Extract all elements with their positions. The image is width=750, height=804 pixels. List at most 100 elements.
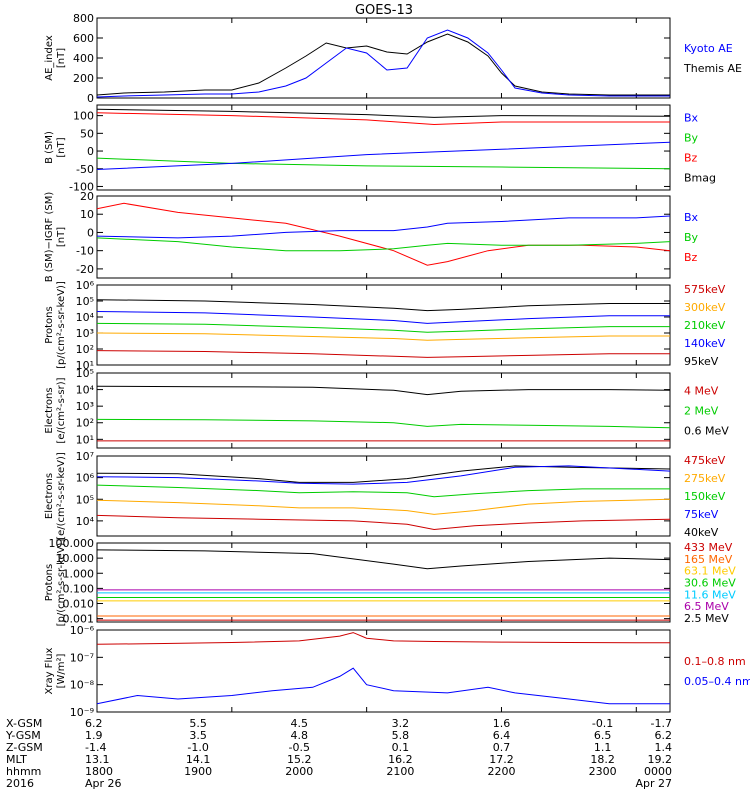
y-tick-label: 10¹	[76, 359, 94, 372]
series-line-300kev	[96, 332, 670, 341]
time-axis-value: 0.7	[493, 741, 511, 754]
time-axis-value: 5.8	[392, 729, 410, 742]
legend-entry: Bx	[684, 211, 699, 224]
y-tick-label: 10⁴	[76, 515, 95, 528]
y-tick-label: 600	[73, 32, 94, 45]
time-axis-value: 1.6	[493, 717, 511, 730]
y-tick-label: 10⁴	[76, 384, 95, 397]
time-axis-value: 2100	[386, 765, 414, 778]
time-axis-value: 6.4	[493, 729, 511, 742]
legend-entry: 75keV	[684, 508, 719, 521]
time-axis-value: Apr 27	[635, 777, 672, 790]
panel-frame	[96, 372, 671, 449]
y-axis-label: [nT]	[56, 227, 67, 247]
time-axis-value: 14.1	[186, 753, 211, 766]
time-axis-value: 2300	[589, 765, 617, 778]
legend-entry: 575keV	[684, 283, 726, 296]
series-line-575kev	[96, 350, 670, 358]
series-line-140kev	[96, 311, 670, 324]
time-axis-value: 1.1	[594, 741, 612, 754]
panel-3: -20 -10 0 10 20 B (SM)−IGRF (SM) [nT] Bx By Bz	[44, 190, 699, 282]
y-tick-label: -20	[76, 263, 94, 276]
y-axis-label: [e/(cm²-s-sr)]	[56, 377, 67, 443]
y-tick-label: 400	[73, 52, 94, 65]
time-axis-value: 6.2	[85, 717, 103, 730]
y-tick-label: 0	[87, 226, 94, 239]
panel-frame	[96, 17, 671, 99]
y-tick-label: 10⁻⁶	[70, 624, 95, 637]
panel-frame	[96, 195, 671, 279]
y-tick-label: 10³	[76, 400, 94, 413]
y-axis-label: B (SM)	[44, 131, 55, 164]
legend-entry: Bz	[684, 152, 698, 165]
plot-title: GOES-13	[355, 3, 413, 18]
legend-entry: Bmag	[684, 172, 716, 185]
legend-entry: 2 MeV	[684, 405, 719, 418]
y-axis-label: [p/(cm²-s-sr-keV)]	[56, 539, 67, 627]
time-axis-value: 4.8	[290, 729, 308, 742]
time-axis-value: 0.1	[392, 741, 410, 754]
y-axis-label: Protons	[44, 564, 55, 601]
legend-entry: 40keV	[684, 526, 719, 539]
time-axis-value: 17.2	[489, 753, 514, 766]
y-tick-label: 0.001	[63, 613, 95, 626]
y-tick-label: 10⁻⁸	[70, 679, 95, 692]
y-tick-label: 10⁵	[76, 295, 94, 308]
y-axis-label: Xray Flux	[44, 647, 55, 694]
y-axis-label: B (SM)−IGRF (SM)	[44, 192, 55, 283]
y-tick-label: 0.100	[63, 582, 95, 595]
time-axis-value: 3.2	[392, 717, 410, 730]
y-axis-label: [nT]	[56, 48, 67, 68]
legend-entry: Kyoto AE	[684, 42, 733, 55]
series-line-2-mev	[96, 418, 671, 429]
panel-frame	[96, 455, 671, 537]
series-line-bz	[96, 112, 670, 126]
time-axis-row-label: Z-GSM	[6, 741, 43, 754]
series-line-bz	[96, 202, 671, 266]
time-axis-value: -1.7	[651, 717, 672, 730]
panel-2: -100 -50 0 50 100 B (SM) [nT] Bx By Bz Bmag	[44, 104, 716, 193]
panel-8: 10⁻⁹ 10⁻⁸ 10⁻⁷ 10⁻⁶ Xray Flux [W/m²] 0.1–0.8 n…	[44, 624, 750, 719]
time-axis-value: 1900	[184, 765, 212, 778]
time-axis-value: 1800	[85, 765, 113, 778]
series-line-0-6-mev	[96, 385, 671, 396]
time-axis-value: -0.1	[592, 717, 613, 730]
y-tick-label: -50	[76, 163, 94, 176]
y-tick-label: 50	[80, 127, 94, 140]
legend-entry: 11.6 MeV	[684, 588, 736, 601]
time-axis-value: 4.5	[290, 717, 308, 730]
legend-entry: 150keV	[684, 490, 726, 503]
series-line-bx	[96, 215, 671, 239]
panel-frame	[96, 542, 671, 623]
legend-entry: Bz	[684, 251, 698, 264]
y-tick-label: 10⁵	[76, 493, 94, 506]
y-axis-label: [p/(cm²-s-sr-keV)]	[56, 281, 67, 369]
y-tick-label: 10¹	[76, 433, 94, 446]
y-axis-label: Protons	[44, 306, 55, 343]
series-line-475kev	[96, 514, 671, 531]
time-axis-row-label: hhmm	[6, 765, 41, 778]
series-line-bmag	[96, 108, 671, 118]
legend-entry: 433 MeV	[684, 541, 733, 554]
panel-1: 0 200 400 600 800 AE_index [nT] Kyoto AE Themis …	[44, 12, 742, 105]
series-line-150kev	[96, 484, 670, 498]
y-tick-label: 1.000	[63, 567, 95, 580]
time-axis-value: 5.5	[189, 717, 207, 730]
legend-entry: 63.1 MeV	[684, 565, 736, 578]
y-tick-label: -10	[76, 245, 94, 258]
y-tick-label: 10⁷	[76, 450, 94, 463]
legend-entry: 275keV	[684, 472, 726, 485]
y-tick-label: 10⁶	[76, 279, 95, 292]
panel-7: 0.001 0.010 0.100 1.000 10.000 100.000 Protons…	[44, 537, 736, 626]
time-axis-value: 18.2	[590, 753, 615, 766]
y-tick-label: 10⁵	[76, 367, 94, 380]
y-axis-label: Electrons	[44, 473, 55, 519]
y-tick-label: 10⁻⁹	[70, 706, 94, 719]
series-line-themis-ae	[96, 33, 670, 96]
time-axis-row-label: X-GSM	[6, 717, 42, 730]
time-axis-value: 2200	[487, 765, 515, 778]
y-axis-label: AE_index	[44, 35, 55, 81]
time-axis-table: X-GSMY-GSMZ-GSMMLThhmm20166.21.9-1.413.1…	[5, 717, 672, 790]
panel-frame	[96, 629, 671, 713]
